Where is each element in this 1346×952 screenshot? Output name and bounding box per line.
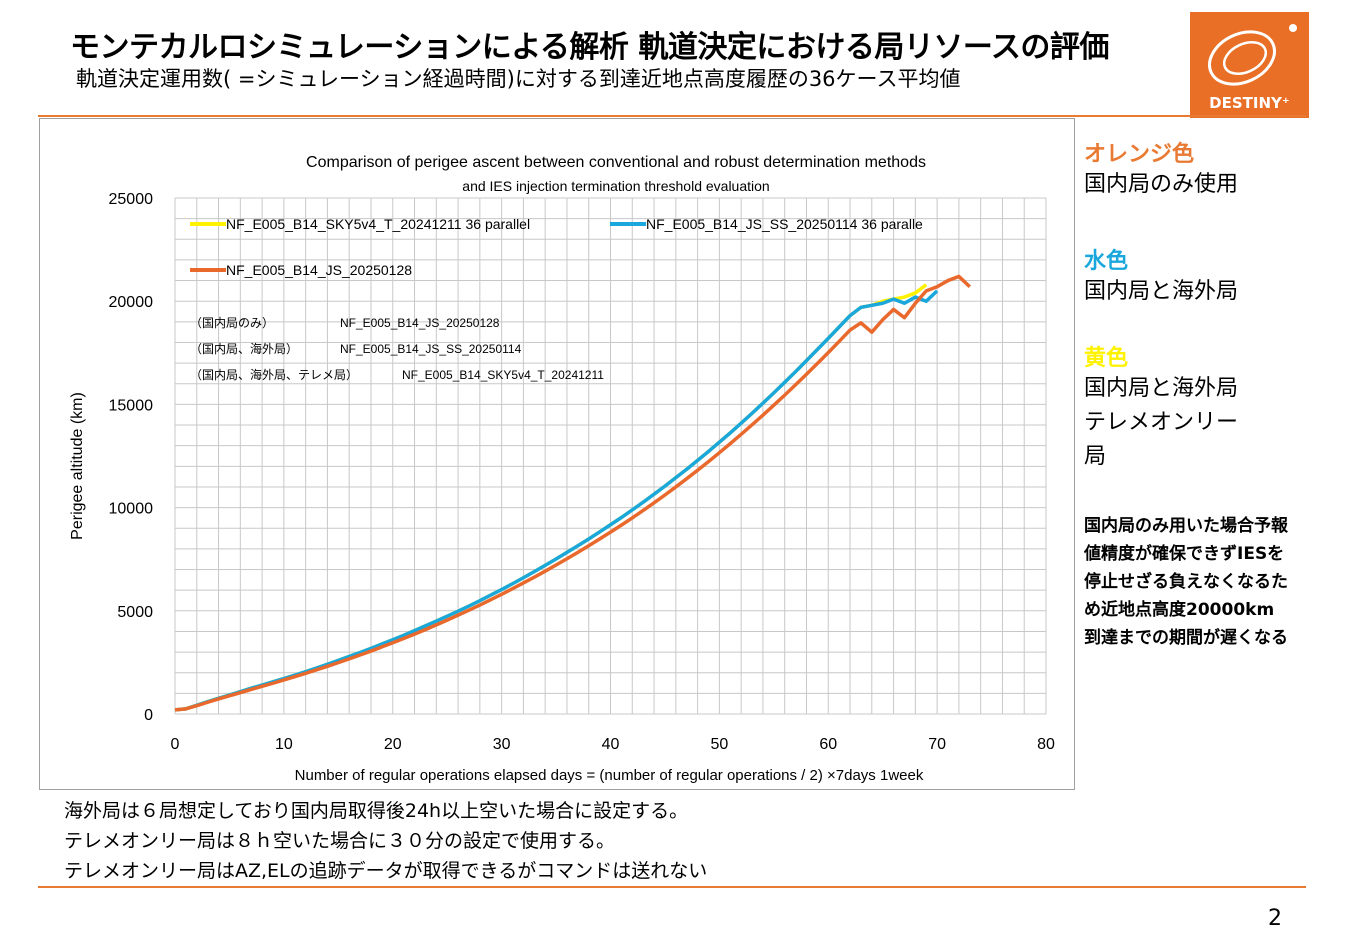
footer-line-3: テレメオンリー局はAZ,ELの追跡データが取得できるがコマンドは送れない [64, 860, 708, 882]
legend-label: NF_E005_B14_JS_20250128 [226, 262, 412, 278]
orange-description: 国内局のみ使用 [1084, 172, 1239, 197]
x-tick-label: 80 [1037, 736, 1055, 753]
x-tick-label: 40 [602, 736, 620, 753]
series-line-3 [174, 274, 971, 712]
y-tick-label: 0 [144, 707, 153, 724]
yellow-description-2: テレメオンリー [1084, 410, 1239, 435]
legend-yellow-note: 黄色 国内局と海外局 テレメオンリー 局 [1084, 340, 1238, 474]
x-axis-label: Number of regular operations elapsed day… [295, 767, 924, 784]
y-tick-label: 5000 [117, 604, 153, 621]
conclusion-note: 国内局のみ用いた場合予報値精度が確保できずIESを停止せざる負えなくなるため近地… [1084, 516, 1288, 648]
annotation-value: NF_E005_B14_SKY5v4_T_20241211 [402, 368, 604, 382]
x-tick-label: 20 [384, 736, 402, 753]
x-tick-label: 30 [493, 736, 511, 753]
page-title: モンテカルロシミュレーションによる解析 軌道決定における局リソースの評価 [70, 30, 1109, 65]
logo-swoosh-icon [1208, 24, 1297, 86]
y-tick-label: 25000 [109, 191, 154, 208]
yellow-heading: 黄色 [1084, 346, 1129, 371]
chart-legend: NF_E005_B14_SKY5v4_T_20241211 36 paralle… [190, 216, 923, 278]
legend-cyan-note: 水色 国内局と海外局 [1084, 243, 1238, 309]
footer-line-1: 海外局は６局想定しており国内局取得後24h以上空いた場合に設定する。 [64, 800, 689, 822]
header-divider [38, 115, 1306, 117]
y-tick-label: 20000 [109, 294, 154, 311]
cyan-description: 国内局と海外局 [1084, 279, 1239, 304]
annotation-value: NF_E005_B14_JS_20250128 [340, 316, 500, 330]
chart-annotations: （国内局のみ） NF_E005_B14_JS_20250128 （国内局、海外局） N… [190, 316, 604, 382]
logo-text: DESTINY⁺ [1209, 94, 1290, 112]
orange-heading: オレンジ色 [1084, 142, 1195, 167]
footer-divider [38, 886, 1306, 888]
page-subtitle: 軌道決定運用数( =シミュレーション経過時間)に対する到達近地点高度履歴の36ケ… [76, 67, 961, 91]
chart-grid [174, 197, 1047, 715]
legend-label: NF_E005_B14_JS_SS_20250114 36 paralle [646, 216, 923, 232]
y-axis-label: Perigee altitude (km) [69, 392, 86, 540]
yellow-description-1: 国内局と海外局 [1084, 376, 1239, 401]
y-axis-ticks: 0 5000 10000 15000 20000 25000 [109, 191, 154, 724]
x-tick-label: 10 [275, 736, 293, 753]
annotation-label: （国内局のみ） [190, 316, 274, 330]
legend-orange-note: オレンジ色 国内局のみ使用 [1084, 136, 1238, 202]
y-tick-label: 10000 [109, 501, 154, 518]
series-lines [174, 274, 971, 712]
page-number: 2 [1268, 906, 1282, 931]
x-tick-label: 50 [710, 736, 728, 753]
destiny-logo: DESTINY⁺ [1190, 12, 1309, 118]
annotation-value: NF_E005_B14_JS_SS_20250114 [340, 342, 522, 356]
y-tick-label: 15000 [109, 397, 154, 414]
cyan-heading: 水色 [1084, 249, 1129, 274]
x-tick-label: 70 [928, 736, 946, 753]
x-tick-label: 60 [819, 736, 837, 753]
legend-label: NF_E005_B14_SKY5v4_T_20241211 36 paralle… [226, 216, 530, 232]
footer-line-2: テレメオンリー局は８ｈ空いた場合に３０分の設定で使用する。 [64, 830, 616, 852]
x-tick-label: 0 [171, 736, 180, 753]
x-axis-ticks: 0 10 20 30 40 50 60 70 80 [171, 736, 1055, 753]
perigee-chart: Comparison of perigee ascent between con… [69, 154, 1055, 784]
chart-frame: Comparison of perigee ascent between con… [39, 118, 1075, 790]
chart-subtitle: and IES injection termination threshold … [462, 178, 769, 194]
annotation-label: （国内局、海外局） [190, 341, 298, 356]
annotation-label: （国内局、海外局、テレメ局） [190, 367, 358, 382]
yellow-description-3: 局 [1084, 444, 1107, 469]
chart-title: Comparison of perigee ascent between con… [306, 154, 926, 171]
